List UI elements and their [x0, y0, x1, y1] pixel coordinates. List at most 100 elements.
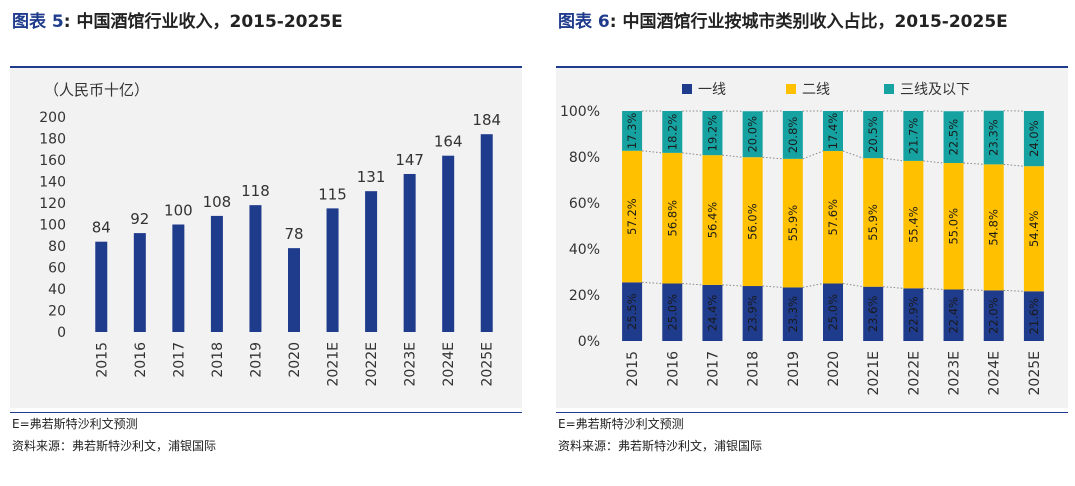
bar-value-label: 184: [472, 111, 501, 129]
segment-value-label: 23.3%: [786, 296, 800, 333]
x-tick-label: 2023E: [403, 342, 419, 386]
bar-2018: [210, 215, 223, 332]
bar-value-label: 92: [130, 210, 149, 228]
segment-二线-2016: [662, 152, 683, 284]
bar-value-label: 164: [434, 133, 463, 151]
figure-6-label: 图表 6: [558, 12, 610, 32]
revenue-bar-chart: （人民币十亿） 0 20 40 60 80 100 120 140 160 180 200 84 2015…: [39, 81, 501, 386]
segment-三线及以下-2024E: [983, 110, 1004, 165]
figure-6-bottom-rule: [556, 412, 1068, 413]
segment-value-label: 21.7%: [906, 118, 920, 155]
x-tick-label: 2025E: [1027, 351, 1043, 395]
series-connector-line: [722, 284, 743, 287]
segment-二线-2023E: [943, 162, 964, 290]
bar-2019: [249, 205, 262, 332]
segment-三线及以下-2018: [742, 111, 763, 158]
series-connector-line: [923, 160, 944, 164]
series-connector-line: [963, 288, 984, 291]
segment-value-label: 57.6%: [826, 199, 840, 236]
y-tick-label: 80: [48, 239, 66, 255]
segment-value-label: 20.8%: [786, 117, 800, 154]
segment-value-label: 56.0%: [746, 203, 760, 240]
series-connector-line: [642, 150, 663, 154]
y-tick-label: 100%: [560, 104, 600, 120]
bar-2023E: [403, 173, 416, 332]
segment-value-label: 55.9%: [786, 205, 800, 242]
segment-value-label: 19.2%: [705, 115, 719, 152]
segment-一线-2019: [782, 287, 803, 341]
legend-label: 三线及以下: [900, 82, 970, 98]
figure-5-title-text: 中国酒馆行业收入，2015-2025E: [76, 12, 343, 32]
segment-三线及以下-2022E: [903, 111, 924, 161]
figure-5-top-rule: [10, 66, 522, 68]
bar-value-label: 108: [203, 193, 232, 211]
bar-value-label: 100: [164, 202, 193, 220]
segment-一线-2022E: [903, 288, 924, 341]
segment-value-label: 22.5%: [947, 119, 961, 156]
y-tick-label: 0: [57, 325, 66, 341]
bar-2016: [133, 233, 146, 332]
x-tick-label: 2018: [210, 342, 226, 378]
segment-三线及以下-2023E: [943, 111, 964, 163]
segment-value-label: 54.4%: [1027, 210, 1041, 247]
x-tick-label: 2022E: [364, 342, 380, 386]
bar-2020: [288, 248, 300, 332]
y-tick-label: 80%: [569, 150, 600, 166]
legend-swatch-1: [786, 84, 796, 94]
series-connector-line: [682, 283, 703, 286]
segment-三线及以下-2019: [782, 111, 803, 159]
x-tick-label: 2023E: [947, 351, 963, 395]
segment-一线-2025E: [1023, 291, 1044, 341]
figure-5-plot-background: [10, 68, 522, 408]
figure-6-top-rule: [556, 66, 1068, 68]
segment-三线及以下-2016: [662, 111, 683, 153]
segment-二线-2018: [742, 157, 763, 287]
x-tick-label: 2025E: [480, 342, 496, 386]
bar-value-label: 147: [395, 151, 424, 169]
segment-value-label: 17.3%: [625, 113, 639, 150]
y-tick-label: 60: [48, 261, 66, 277]
segment-二线-2022E: [903, 160, 924, 289]
segment-value-label: 57.2%: [625, 198, 639, 235]
figure-5-source: 资料来源：弗若斯特沙利文，浦银国际: [12, 439, 217, 453]
segment-一线-2023E: [943, 289, 964, 341]
segment-value-label: 20.5%: [866, 116, 880, 153]
segment-value-label: 22.4%: [947, 297, 961, 334]
bar-2021E: [326, 208, 339, 332]
figure-6-colon: :: [609, 12, 617, 32]
legend-label: 一线: [698, 82, 726, 98]
segment-value-label: 24.4%: [705, 295, 719, 332]
segment-value-label: 25.0%: [826, 294, 840, 331]
figure-5-colon: :: [63, 12, 71, 32]
bar-2024E: [442, 155, 455, 332]
y-axis-unit-label: （人民币十亿）: [44, 81, 149, 99]
series-connector-line: [842, 150, 864, 159]
x-tick-label: 2018: [746, 351, 762, 387]
segment-value-label: 23.3%: [987, 119, 1001, 156]
segment-value-label: 55.4%: [906, 206, 920, 243]
figure-5-panel: 图表 5: 中国酒馆行业收入，2015-2025E （人民币十亿） 0 20 40 60…: [0, 0, 530, 486]
series-connector-line: [1003, 289, 1024, 292]
x-tick-label: 2021E: [866, 351, 882, 395]
segment-value-label: 17.4%: [826, 113, 840, 150]
segment-value-label: 55.0%: [947, 208, 961, 245]
bar-2017: [172, 224, 185, 332]
series-connector-line: [802, 150, 824, 160]
x-tick-label: 2020: [826, 351, 842, 387]
bar-value-label: 84: [92, 219, 111, 237]
city-tier-share-chart: 一线 二线 三线及以下 0% 20% 40% 60% 80% 100% 25.5% 57.2% 17.…: [560, 82, 1044, 395]
segment-二线-2015: [622, 150, 643, 283]
figure-6-title: 图表 6: 中国酒馆行业按城市类别收入占比，2015-2025E: [558, 8, 1068, 36]
y-tick-label: 0%: [578, 334, 600, 350]
y-tick-label: 100: [39, 218, 66, 234]
segment-一线-2021E: [863, 286, 884, 341]
segment-三线及以下-2020: [823, 111, 843, 152]
segment-一线-2018: [742, 286, 763, 341]
segment-一线-2024E: [983, 290, 1004, 341]
segment-value-label: 56.4%: [705, 202, 719, 239]
figure-5-bottom-rule: [10, 412, 522, 413]
y-tick-label: 180: [39, 132, 66, 148]
y-tick-label: 20%: [569, 288, 600, 304]
segment-value-label: 21.6%: [1027, 298, 1041, 335]
series-connector-line: [1003, 163, 1024, 167]
